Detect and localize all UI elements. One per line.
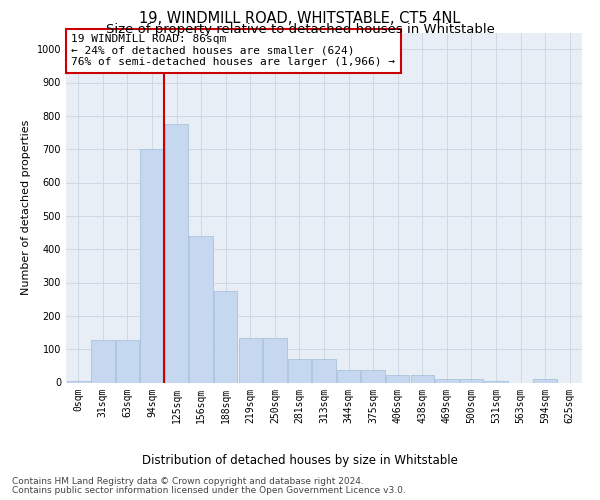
Bar: [484, 381, 508, 382]
Bar: [313, 359, 335, 382]
Bar: [239, 338, 262, 382]
Bar: [435, 378, 458, 382]
Bar: [288, 359, 311, 382]
Bar: [165, 124, 188, 382]
Text: Contains public sector information licensed under the Open Government Licence v3: Contains public sector information licen…: [12, 486, 406, 495]
Bar: [386, 375, 409, 382]
Text: Distribution of detached houses by size in Whitstable: Distribution of detached houses by size …: [142, 454, 458, 467]
Y-axis label: Number of detached properties: Number of detached properties: [21, 120, 31, 295]
Bar: [361, 370, 385, 382]
Bar: [214, 291, 238, 382]
Bar: [410, 375, 434, 382]
Bar: [337, 370, 360, 382]
Text: Contains HM Land Registry data © Crown copyright and database right 2024.: Contains HM Land Registry data © Crown c…: [12, 477, 364, 486]
Bar: [67, 381, 90, 382]
Text: 19 WINDMILL ROAD: 86sqm
← 24% of detached houses are smaller (624)
76% of semi-d: 19 WINDMILL ROAD: 86sqm ← 24% of detache…: [71, 34, 395, 68]
Bar: [190, 236, 213, 382]
Bar: [263, 338, 287, 382]
Bar: [533, 379, 557, 382]
Bar: [91, 340, 115, 382]
Bar: [140, 149, 164, 382]
Text: 19, WINDMILL ROAD, WHITSTABLE, CT5 4NL: 19, WINDMILL ROAD, WHITSTABLE, CT5 4NL: [139, 11, 461, 26]
Text: Size of property relative to detached houses in Whitstable: Size of property relative to detached ho…: [106, 22, 494, 36]
Bar: [460, 378, 483, 382]
Bar: [116, 340, 139, 382]
